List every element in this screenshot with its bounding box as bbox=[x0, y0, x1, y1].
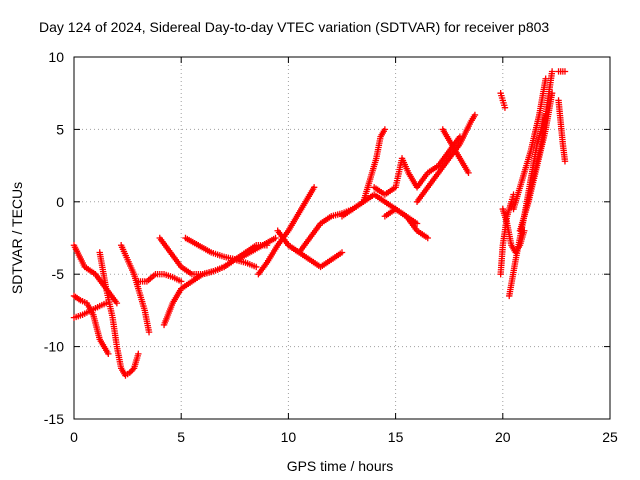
data-point-markers bbox=[555, 97, 569, 165]
x-tick-label: 15 bbox=[388, 429, 404, 445]
data-series-14 bbox=[360, 126, 389, 205]
x-tick-label: 20 bbox=[495, 429, 511, 445]
data-series-12 bbox=[285, 242, 346, 271]
data-series-15 bbox=[381, 205, 431, 242]
x-tick-label: 25 bbox=[602, 429, 618, 445]
data-series-9 bbox=[182, 234, 279, 263]
data-series-17 bbox=[413, 111, 479, 205]
data-point-markers bbox=[285, 242, 346, 271]
data-point-markers bbox=[96, 249, 142, 379]
data-series-21 bbox=[499, 205, 528, 256]
x-axis-tick-labels: 0 5 10 15 20 25 bbox=[70, 429, 618, 445]
data-point-markers bbox=[521, 68, 556, 220]
data-series-16 bbox=[370, 133, 464, 198]
data-series-5 bbox=[117, 242, 153, 336]
data-point-markers bbox=[70, 299, 110, 321]
x-tick-label: 10 bbox=[281, 429, 297, 445]
data-point-markers bbox=[70, 292, 112, 358]
data-series-23 bbox=[510, 75, 549, 213]
data-series-26 bbox=[555, 68, 569, 75]
data-point-markers bbox=[555, 68, 569, 75]
data-point-markers bbox=[499, 205, 528, 256]
data-point-markers bbox=[370, 133, 464, 198]
data-series-3 bbox=[70, 299, 110, 321]
data-series-25 bbox=[521, 68, 556, 220]
chart-title: Day 124 of 2024, Sidereal Day-to-day VTE… bbox=[39, 19, 549, 35]
data-point-markers bbox=[510, 75, 549, 213]
x-tick-label: 0 bbox=[70, 429, 78, 445]
y-tick-label: -5 bbox=[52, 266, 65, 282]
data-point-markers bbox=[135, 271, 185, 285]
data-point-markers bbox=[360, 126, 389, 205]
data-point-markers bbox=[381, 205, 431, 242]
x-axis-label: GPS time / hours bbox=[287, 458, 394, 474]
data-series-19 bbox=[497, 90, 509, 111]
y-tick-label: 10 bbox=[48, 49, 64, 65]
data-point-markers bbox=[439, 126, 472, 177]
data-point-markers bbox=[117, 242, 153, 336]
data-point-markers bbox=[182, 234, 279, 263]
data-point-markers bbox=[497, 90, 509, 111]
y-tick-label: 5 bbox=[56, 121, 64, 137]
data-series-27 bbox=[555, 97, 569, 165]
data-series-6 bbox=[135, 271, 185, 285]
x-tick-label: 5 bbox=[177, 429, 185, 445]
data-series-4 bbox=[96, 249, 142, 379]
y-tick-label: -15 bbox=[44, 411, 64, 427]
data-point-markers bbox=[255, 184, 318, 278]
axis-ticks bbox=[73, 56, 611, 420]
data-series-2 bbox=[70, 292, 112, 358]
y-tick-label: 0 bbox=[56, 194, 64, 210]
y-axis-label: SDTVAR / TECUs bbox=[9, 182, 25, 294]
y-tick-label: -10 bbox=[44, 339, 64, 355]
plot-frame bbox=[73, 56, 611, 420]
data-point-markers bbox=[413, 111, 479, 205]
grid bbox=[74, 57, 610, 419]
y-axis-tick-labels: -15 -10 -5 0 5 10 bbox=[44, 49, 64, 427]
data-series-10 bbox=[255, 184, 318, 278]
data-series-18 bbox=[439, 126, 472, 177]
data-points bbox=[70, 68, 569, 379]
